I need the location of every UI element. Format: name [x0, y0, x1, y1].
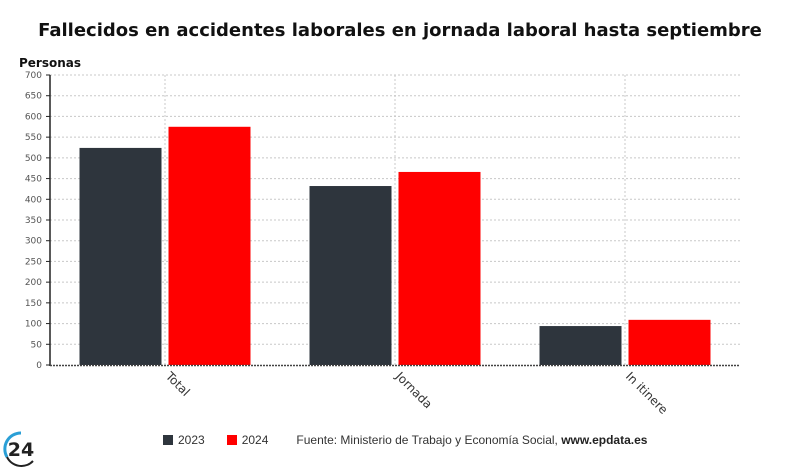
legend-swatch-2023	[163, 435, 173, 445]
y-tick-label: 50	[31, 340, 43, 350]
legend: 2023 2024 Fuente: Ministerio de Trabajo …	[163, 433, 647, 447]
y-axis-ticks: 0 50 100 150 200 250 300 350 400 450 500 550 600 650 7…	[25, 71, 50, 371]
y-tick-label: 250	[25, 257, 42, 267]
legend-item-2024: 2024	[226, 433, 269, 447]
x-tick-label: Jornada	[392, 369, 435, 412]
y-tick-label: 650	[25, 92, 42, 102]
bars	[79, 126, 711, 366]
legend-swatch-2024	[226, 435, 237, 445]
y-tick-label: 100	[25, 320, 42, 330]
logo-text: 24	[8, 439, 34, 461]
y-tick-label: 400	[25, 195, 42, 205]
chart-title: Fallecidos en accidentes laborales en jo…	[38, 20, 762, 41]
legend-label-2024: 2024	[241, 433, 269, 447]
bar-2023-in-itinere	[539, 326, 622, 365]
y-tick-label: 500	[25, 154, 42, 164]
bar-chart: Personas 0 50 100 150 200 250 300 350 400 450 500 5…	[19, 56, 740, 417]
x-tick-label: Total	[162, 369, 192, 399]
y-tick-label: 300	[25, 237, 42, 247]
legend-label-2023: 2023	[178, 433, 205, 447]
source-text: Fuente: Ministerio de Trabajo y Economía…	[296, 433, 562, 447]
bar-2023-total	[79, 147, 162, 365]
bar-2024-in-itinere	[628, 319, 711, 365]
y-tick-label: 200	[25, 278, 42, 288]
y-tick-label: 550	[25, 133, 42, 143]
gridlines	[50, 74, 740, 365]
source-note: Fuente: Ministerio de Trabajo y Economía…	[296, 433, 647, 447]
source-link[interactable]: www.epdata.es	[561, 433, 648, 447]
x-tick-label: In itinere	[623, 369, 671, 417]
y-tick-label: 350	[25, 216, 42, 226]
y-tick-label: 450	[25, 175, 42, 185]
bar-2024-total	[168, 126, 251, 366]
y-tick-label: 150	[25, 299, 42, 309]
x-axis-ticks: Total Jornada In itinere	[162, 369, 670, 417]
bar-2023-jornada	[309, 186, 392, 365]
y-axis-label: Personas	[19, 56, 81, 70]
y-tick-label: 600	[25, 112, 42, 122]
legend-item-2023: 2023	[163, 433, 205, 447]
bar-2024-jornada	[398, 171, 481, 365]
logo-24-icon: 24	[3, 431, 34, 467]
y-tick-label: 0	[36, 361, 42, 371]
y-tick-label: 700	[25, 71, 42, 81]
